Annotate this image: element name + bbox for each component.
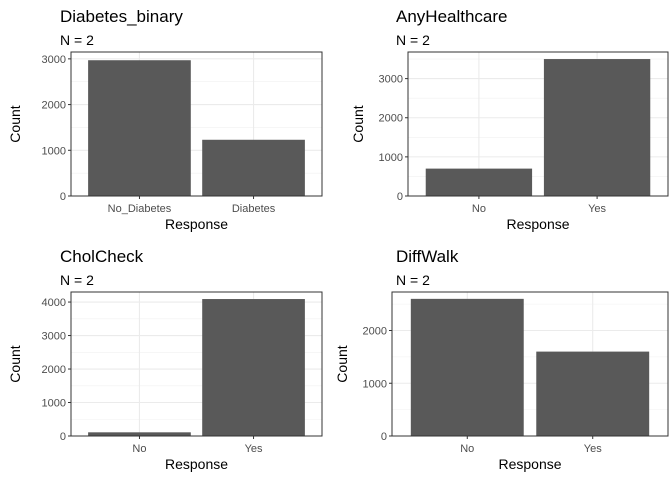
plot-border: [70, 51, 323, 197]
chart-title: DiffWalk: [396, 247, 459, 266]
bar-no-diabetes: [88, 60, 191, 196]
bar-diabetes: [202, 139, 305, 196]
y-tick-label: 4000: [42, 297, 66, 309]
bar-yes: [202, 299, 305, 436]
x-axis-label: Response: [506, 216, 569, 232]
chart-title: AnyHealthcare: [396, 7, 508, 26]
chart-subtitle: N = 2: [396, 272, 430, 288]
chart-panel-1: 0 1000 2000 3000 No_Diabetes Diabetes Response…: [7, 7, 323, 232]
chart-subtitle: N = 2: [396, 32, 430, 48]
plot-border: [70, 291, 323, 437]
x-tick-label: No: [472, 203, 486, 215]
bar-no: [410, 298, 524, 436]
x-tick-label: Yes: [245, 443, 263, 455]
bar-no: [88, 432, 191, 436]
chart-subtitle: N = 2: [60, 32, 94, 48]
chart-title: Diabetes_binary: [60, 7, 183, 26]
x-tick-label: No_Diabetes: [108, 203, 172, 215]
y-tick-label: 1000: [42, 398, 66, 410]
y-tick-label: 1000: [42, 145, 66, 157]
y-axis-label: Count: [7, 105, 23, 142]
plot-border: [391, 291, 669, 437]
y-tick-label: 0: [381, 431, 387, 443]
plot-border: [407, 51, 669, 197]
y-axis-label: Count: [334, 345, 350, 382]
x-tick-label: Diabetes: [232, 203, 276, 215]
chart-subtitle: N = 2: [60, 272, 94, 288]
y-tick-label: 3000: [42, 54, 66, 66]
y-axis-label: Count: [350, 105, 366, 142]
y-tick-label: 1000: [379, 152, 403, 164]
y-tick-label: 0: [60, 431, 66, 443]
y-tick-label: 3000: [42, 331, 66, 343]
x-axis-label: Response: [165, 456, 228, 472]
y-tick-label: 0: [60, 191, 66, 203]
x-tick-label: Yes: [588, 203, 606, 215]
x-tick-label: Yes: [584, 443, 602, 455]
bar-yes: [543, 59, 651, 196]
y-tick-label: 2000: [379, 113, 403, 125]
x-tick-label: No: [460, 443, 474, 455]
x-tick-label: No: [132, 443, 146, 455]
y-tick-label: 0: [397, 191, 403, 203]
y-tick-label: 2000: [42, 364, 66, 376]
chart-title: CholCheck: [60, 247, 144, 266]
y-tick-label: 3000: [379, 74, 403, 86]
bar-yes: [536, 351, 650, 436]
x-axis-label: Response: [165, 216, 228, 232]
y-tick-label: 2000: [363, 326, 387, 338]
x-axis-label: Response: [498, 456, 561, 472]
chart-panel-4: 0 1000 2000 No Yes Response Count DiffWalk N = 2: [334, 247, 669, 472]
y-tick-label: 1000: [363, 378, 387, 390]
chart-panel-2: 0 1000 2000 3000 No Yes Response Count AnyHealth…: [350, 7, 669, 232]
y-tick-label: 2000: [42, 100, 66, 112]
y-axis-label: Count: [7, 345, 23, 382]
bar-no: [425, 168, 533, 196]
chart-panel-3: 0 1000 2000 3000 4000 No Yes Response Count CholC…: [7, 247, 323, 472]
